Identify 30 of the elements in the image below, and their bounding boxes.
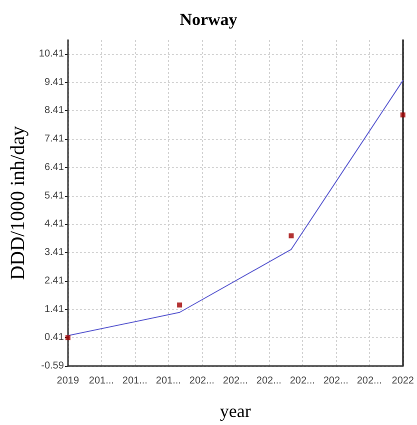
y-tick-label: 4.41 bbox=[44, 218, 64, 230]
point bbox=[288, 233, 294, 238]
x-axis-title: year bbox=[220, 401, 251, 421]
x-tick-label: 202... bbox=[356, 376, 382, 386]
y-tick-label: 8.41 bbox=[44, 105, 64, 116]
point bbox=[400, 112, 406, 118]
y-axis-title: DDD/1000 inh/day bbox=[7, 126, 29, 280]
y-tick-label: 7.41 bbox=[44, 134, 64, 145]
x-tick-label: 201... bbox=[88, 376, 114, 386]
x-tick-label: 202... bbox=[323, 376, 348, 386]
x-tick-label: 202... bbox=[222, 376, 248, 386]
x-tick-label: 201... bbox=[122, 376, 148, 386]
y-tick-label: 5.41 bbox=[44, 190, 64, 202]
y-tick-label: 2.41 bbox=[44, 275, 64, 286]
x-tick-label: 2022 bbox=[392, 376, 414, 386]
point bbox=[177, 302, 182, 308]
y-tick-label: 9.41 bbox=[44, 76, 64, 88]
y-tick-label: 0.41 bbox=[44, 332, 64, 344]
x-tick-label: 202... bbox=[290, 376, 315, 386]
chart-title: Norway bbox=[180, 10, 238, 29]
y-tick-label: 6.41 bbox=[44, 162, 64, 173]
x-tick-label: 201... bbox=[156, 376, 181, 386]
x-tick-label: 202... bbox=[189, 376, 214, 386]
y-tick-label: 1.41 bbox=[44, 304, 64, 315]
y-tick-label: 10.41 bbox=[38, 48, 64, 60]
x-tick-label: 2019 bbox=[56, 376, 80, 386]
point bbox=[65, 335, 70, 340]
x-tick-label: 202... bbox=[256, 376, 282, 386]
y-tick-label: -0.59 bbox=[41, 360, 64, 372]
y-tick-label: 3.41 bbox=[44, 247, 64, 258]
